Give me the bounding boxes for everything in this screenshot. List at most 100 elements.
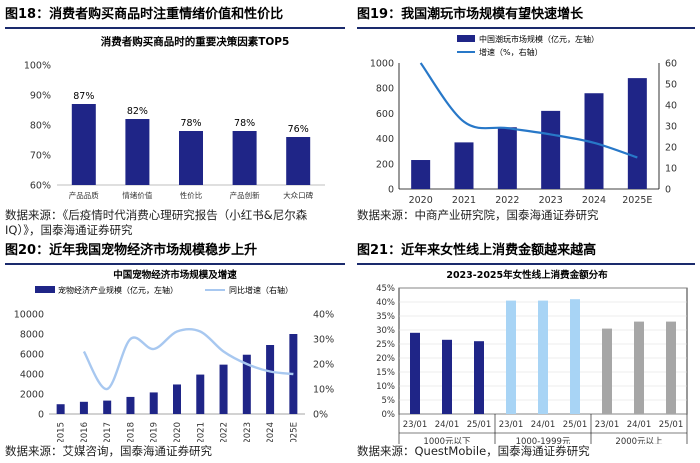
x-tick-label: 2017 (103, 422, 113, 442)
y-tick-label: 90% (30, 91, 51, 102)
y-tick-label: 80% (30, 121, 51, 132)
source-line: 数据来源：中商产业研究院，国泰海通证券研究 (357, 208, 599, 222)
chart-decision-factors: 消费者购买商品时的重要决策因素TOP5 60% 70% 80% 90% 100% 87% 产品… (24, 35, 325, 200)
x-tick-label: 2022 (495, 195, 519, 206)
title-rule (5, 27, 345, 29)
y-tick-label-left: 600 (376, 109, 394, 120)
bar (242, 354, 251, 414)
y-tick-label-right: 20% (313, 360, 334, 371)
y-tick-label: 70% (30, 151, 51, 162)
x-tick-label: 2024 (582, 195, 606, 206)
y-tick-label-left: 8000 (20, 330, 44, 341)
x-tick-label: 2021 (196, 422, 206, 442)
chart-trendy-toy-market: 0 200 400 600 800 1000 0 10 20 30 40 50 60 2020 2021 20… (370, 34, 677, 206)
legend-label: 同比增速（右轴） (229, 285, 293, 295)
y-tick-label: 0% (382, 410, 396, 420)
y-tick-label: 30% (376, 326, 395, 336)
growth-line (82, 327, 294, 391)
y-tick-label: 15% (376, 368, 395, 378)
bar (173, 384, 181, 414)
bar (410, 332, 420, 414)
y-tick-label: 40% (376, 298, 395, 308)
data-label: 82% (127, 106, 148, 117)
x-tick-label: 2021 (452, 195, 476, 206)
y-tick-label-right: 10% (313, 385, 334, 396)
x-tick-label: 2015 (57, 422, 67, 442)
bar (627, 78, 647, 189)
y-tick-label-left: 6000 (20, 350, 44, 361)
x-tick-label: 23/01 (403, 420, 428, 430)
figure-20: 图20：近年我国宠物经济市场规模稳步上升 中国宠物经济市场规模及增速 0 2000 4… (5, 240, 345, 462)
y-tick-label-right: 30 (665, 122, 677, 133)
y-tick-label-left: 0 (388, 185, 394, 196)
y-tick-label-right: 0 (665, 185, 671, 196)
y-tick-label-right: 10 (665, 164, 677, 175)
legend-swatch-bar (457, 35, 475, 42)
y-tick-label-right: 40% (313, 310, 334, 321)
legend-label: 宠物经济产业规模（亿元，左轴） (58, 285, 178, 295)
bar (179, 131, 203, 185)
title-rule (357, 27, 695, 29)
y-tick-label: 60% (30, 181, 51, 192)
x-tick-label: 23/01 (499, 420, 524, 430)
source-line: 数据来源：QuestMobile，国泰海通证券研究 (357, 444, 590, 458)
y-tick-label-left: 10000 (14, 310, 44, 321)
y-tick-label-right: 30% (313, 335, 334, 346)
x-tick-label: 产品创新 (230, 190, 260, 200)
y-tick-label: 10% (376, 382, 395, 392)
figure-title: 图19：我国潮玩市场规模有望快速增长 (357, 7, 584, 22)
legend-label: 增速（%，右轴） (479, 47, 543, 57)
x-tick-label: 2022 (220, 422, 230, 442)
bar (584, 93, 604, 189)
x-tick-label: 2018 (126, 422, 136, 442)
bar (666, 321, 676, 414)
legend-label: 中国潮玩市场规模（亿元，左轴） (479, 34, 599, 44)
figure-18: 图18：消费者购买商品时注重情绪价值和性价比 消费者购买商品时的重要决策因素TO… (5, 4, 345, 238)
y-tick-label-left: 0 (38, 410, 44, 421)
y-tick-label: 5% (382, 396, 396, 406)
title-rule (357, 263, 695, 265)
x-tick-label: 2019 (150, 422, 160, 442)
x-tick-label: 2020 (409, 195, 433, 206)
source-line: 数据来源：艾媒咨询，国泰海通证券研究 (5, 444, 212, 458)
growth-line (419, 62, 638, 159)
bar (125, 119, 150, 185)
group-label: 2000元以上 (615, 437, 663, 444)
x-tick-label: 情绪价值 (122, 190, 152, 200)
data-label: 78% (180, 118, 201, 129)
x-tick-label: 25/01 (659, 420, 684, 430)
bar (103, 400, 112, 414)
bar (411, 160, 431, 189)
y-tick-label-right: 60 (665, 59, 677, 70)
x-tick-label: 24/01 (627, 420, 652, 430)
data-label: 87% (73, 91, 94, 102)
legend-swatch-bar (35, 286, 55, 293)
x-tick-label: 2025E (622, 195, 652, 206)
bar (474, 341, 484, 414)
y-tick-label-left: 2000 (20, 390, 44, 401)
x-tick-label: 2023 (539, 195, 563, 206)
bar (126, 396, 135, 414)
data-label: 76% (288, 124, 309, 135)
y-tick-label-left: 400 (376, 134, 394, 145)
y-tick-label-left: 200 (376, 159, 394, 170)
x-tick-label: 2020 (173, 422, 183, 442)
bar (79, 401, 88, 414)
bar (454, 142, 474, 189)
data-label: 78% (234, 118, 255, 129)
x-tick-label: 大众口碑 (283, 190, 313, 200)
bar (56, 404, 65, 414)
figure-19: 图19：我国潮玩市场规模有望快速增长 0 200 400 600 800 1000 0 10 2… (357, 4, 695, 238)
bar (541, 110, 561, 189)
chart-title: 消费者购买商品时的重要决策因素TOP5 (101, 35, 290, 48)
y-tick-label-right: 20 (665, 143, 677, 154)
y-tick-label: 20% (376, 354, 395, 364)
figure-title: 图21：近年来女性线上消费金额越来越高 (357, 243, 597, 258)
source-line: IQ）》，国泰海通证券研究 (5, 223, 133, 237)
y-tick-label-left: 1000 (370, 59, 394, 70)
source-line: 数据来源：《后疫情时代消费心理研究报告（小红书&尼尔森 (5, 208, 308, 222)
x-tick-label: 24/01 (531, 420, 556, 430)
bar (266, 345, 275, 414)
bar (442, 339, 452, 414)
bar (71, 104, 96, 185)
